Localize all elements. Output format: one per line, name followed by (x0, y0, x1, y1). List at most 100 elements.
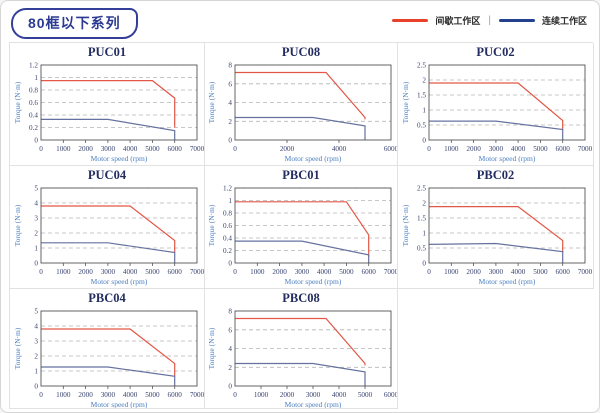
torque-speed-chart-pbc04: 0 1000 2000 3000 4000 5000 6000 7000 0 1 2 3 4 5 Motor… (10, 306, 204, 408)
svg-text:6000: 6000 (167, 268, 182, 276)
chart-svg: 0 2000 4000 6000 0 2 4 6 8 Motor speed (rpm) Torqu… (207, 62, 398, 163)
legend-blue-line-icon (498, 19, 535, 22)
svg-text:6000: 6000 (556, 268, 571, 276)
svg-text:4: 4 (34, 200, 38, 208)
chart-title-pbc02: PBC02 (476, 168, 515, 182)
svg-text:5000: 5000 (145, 268, 160, 276)
chart-svg: 0 1000 2000 3000 4000 5000 6000 7000 0 0.2 0.4 0.6 0… (207, 185, 397, 286)
svg-text:1: 1 (422, 230, 426, 238)
svg-text:0.2: 0.2 (29, 124, 38, 132)
svg-text:1000: 1000 (254, 391, 269, 399)
chart-cell-pbc01: PBC01 0 1000 2000 3000 4000 5000 6000 7000 0 0.2 0… (205, 166, 398, 289)
svg-text:Torque (N·m): Torque (N·m) (207, 204, 216, 246)
svg-text:2: 2 (34, 230, 38, 238)
svg-text:0: 0 (39, 145, 43, 153)
torque-speed-chart-puc02: 0 1000 2000 3000 4000 5000 6000 7000 0 0.5 1 1.5 2 2.… (398, 60, 593, 164)
svg-text:3000: 3000 (100, 268, 115, 276)
chart-svg: 0 1000 2000 3000 4000 5000 6000 7000 0 1 2 3 4 5 Motor… (13, 185, 204, 286)
chart-cell-puc01: PUC01 0 1000 2000 3000 4000 5000 6000 7000 0 0.2 0… (10, 43, 205, 166)
svg-text:Torque (N·m): Torque (N·m) (401, 81, 410, 123)
svg-text:4: 4 (228, 99, 232, 107)
svg-text:2: 2 (422, 77, 426, 85)
svg-text:Torque (N·m): Torque (N·m) (13, 81, 22, 123)
chart-title-puc08: PUC08 (281, 45, 321, 59)
svg-text:4: 4 (228, 345, 232, 353)
torque-speed-chart-puc01: 0 1000 2000 3000 4000 5000 6000 7000 0 0.2 0.4 0.6 0… (10, 60, 204, 164)
svg-text:1000: 1000 (56, 391, 71, 399)
page-header: 80框以下系列 间歇工作区 | 连续工作区 (1, 1, 599, 41)
svg-text:6000: 6000 (384, 145, 398, 153)
svg-text:Motor speed (rpm): Motor speed (rpm) (285, 277, 342, 286)
svg-text:1.2: 1.2 (29, 62, 38, 70)
chart-cell-pbc02: PBC02 0 1000 2000 3000 4000 5000 6000 7000 0 0.5 1… (398, 166, 594, 289)
torque-speed-chart-puc04: 0 1000 2000 3000 4000 5000 6000 7000 0 1 2 3 4 5 Motor… (10, 183, 204, 287)
svg-text:0.2: 0.2 (223, 247, 232, 255)
svg-text:Torque (N·m): Torque (N·m) (13, 327, 22, 369)
svg-text:5000: 5000 (533, 268, 548, 276)
svg-text:5000: 5000 (145, 145, 160, 153)
svg-text:8: 8 (228, 308, 232, 316)
svg-text:2000: 2000 (78, 391, 93, 399)
svg-text:4000: 4000 (122, 391, 137, 399)
svg-text:0: 0 (34, 260, 38, 268)
svg-text:0.6: 0.6 (29, 99, 38, 107)
svg-text:4: 4 (34, 323, 38, 331)
svg-text:0: 0 (228, 383, 232, 391)
chart-svg: 0 1000 2000 3000 4000 5000 6000 7000 0 1 2 3 4 5 Motor… (13, 308, 204, 408)
svg-text:1.2: 1.2 (223, 185, 232, 193)
chart-title-puc04: PUC04 (87, 168, 127, 182)
svg-text:1: 1 (34, 245, 38, 253)
svg-text:3000: 3000 (100, 145, 115, 153)
svg-text:6000: 6000 (384, 391, 398, 399)
chart-cell-puc08: PUC08 0 2000 4000 6000 0 2 4 6 8 Motor speed (rpm… (205, 43, 398, 166)
svg-text:1: 1 (228, 197, 232, 205)
svg-text:8: 8 (228, 62, 232, 70)
svg-text:2000: 2000 (280, 145, 295, 153)
svg-text:2: 2 (422, 200, 426, 208)
svg-text:1.5: 1.5 (417, 215, 426, 223)
svg-text:1000: 1000 (250, 268, 265, 276)
svg-text:4000: 4000 (122, 145, 137, 153)
svg-text:Motor speed (rpm): Motor speed (rpm) (479, 154, 536, 163)
svg-text:6: 6 (228, 326, 232, 334)
chart-grid: PUC01 0 1000 2000 3000 4000 5000 6000 7000 0 0.2 0… (9, 42, 594, 409)
legend-item-intermittent: 间歇工作区 (392, 14, 480, 27)
chart-title-puc01: PUC01 (87, 45, 127, 59)
svg-text:0.8: 0.8 (29, 87, 38, 95)
chart-svg: 0 1000 2000 3000 4000 5000 6000 7000 0 0.5 1 1.5 2 2.… (401, 185, 592, 286)
chart-title-pbc08: PBC08 (282, 291, 320, 305)
chart-cell-puc02: PUC02 0 1000 2000 3000 4000 5000 6000 7000 0 0.5 1… (398, 43, 594, 166)
svg-text:4000: 4000 (511, 268, 526, 276)
svg-text:1000: 1000 (56, 145, 71, 153)
svg-text:1: 1 (34, 74, 38, 82)
svg-text:6000: 6000 (362, 268, 377, 276)
svg-text:2000: 2000 (78, 145, 93, 153)
svg-text:0.8: 0.8 (223, 210, 232, 218)
svg-text:7000: 7000 (578, 268, 592, 276)
svg-text:4000: 4000 (332, 145, 347, 153)
chart-svg: 0 1000 2000 3000 4000 5000 6000 0 2 4 6 8 Motor spee… (207, 308, 398, 409)
svg-text:3000: 3000 (489, 268, 504, 276)
svg-text:Torque (N·m): Torque (N·m) (207, 81, 216, 123)
legend-red-line-icon (392, 19, 429, 22)
torque-speed-chart-pbc02: 0 1000 2000 3000 4000 5000 6000 7000 0 0.5 1 1.5 2 2.… (398, 183, 593, 287)
svg-text:6000: 6000 (556, 145, 571, 153)
svg-text:2: 2 (34, 353, 38, 361)
svg-text:Motor speed (rpm): Motor speed (rpm) (285, 400, 342, 409)
legend-label-continuous: 连续工作区 (541, 16, 587, 26)
svg-text:5000: 5000 (533, 145, 548, 153)
svg-text:1.5: 1.5 (417, 92, 426, 100)
svg-text:Motor speed (rpm): Motor speed (rpm) (90, 154, 147, 163)
svg-text:Torque (N·m): Torque (N·m) (207, 327, 216, 369)
svg-text:0: 0 (427, 268, 431, 276)
svg-text:5: 5 (34, 185, 38, 193)
svg-text:7000: 7000 (578, 145, 592, 153)
svg-text:0: 0 (427, 145, 431, 153)
empty-grid-cell (398, 289, 594, 409)
svg-text:2000: 2000 (78, 268, 93, 276)
svg-text:0.5: 0.5 (417, 245, 426, 253)
chart-cell-pbc04: PBC04 0 1000 2000 3000 4000 5000 6000 7000 0 1 2 3 4… (10, 289, 205, 409)
svg-text:3: 3 (34, 338, 38, 346)
svg-text:2000: 2000 (466, 145, 481, 153)
